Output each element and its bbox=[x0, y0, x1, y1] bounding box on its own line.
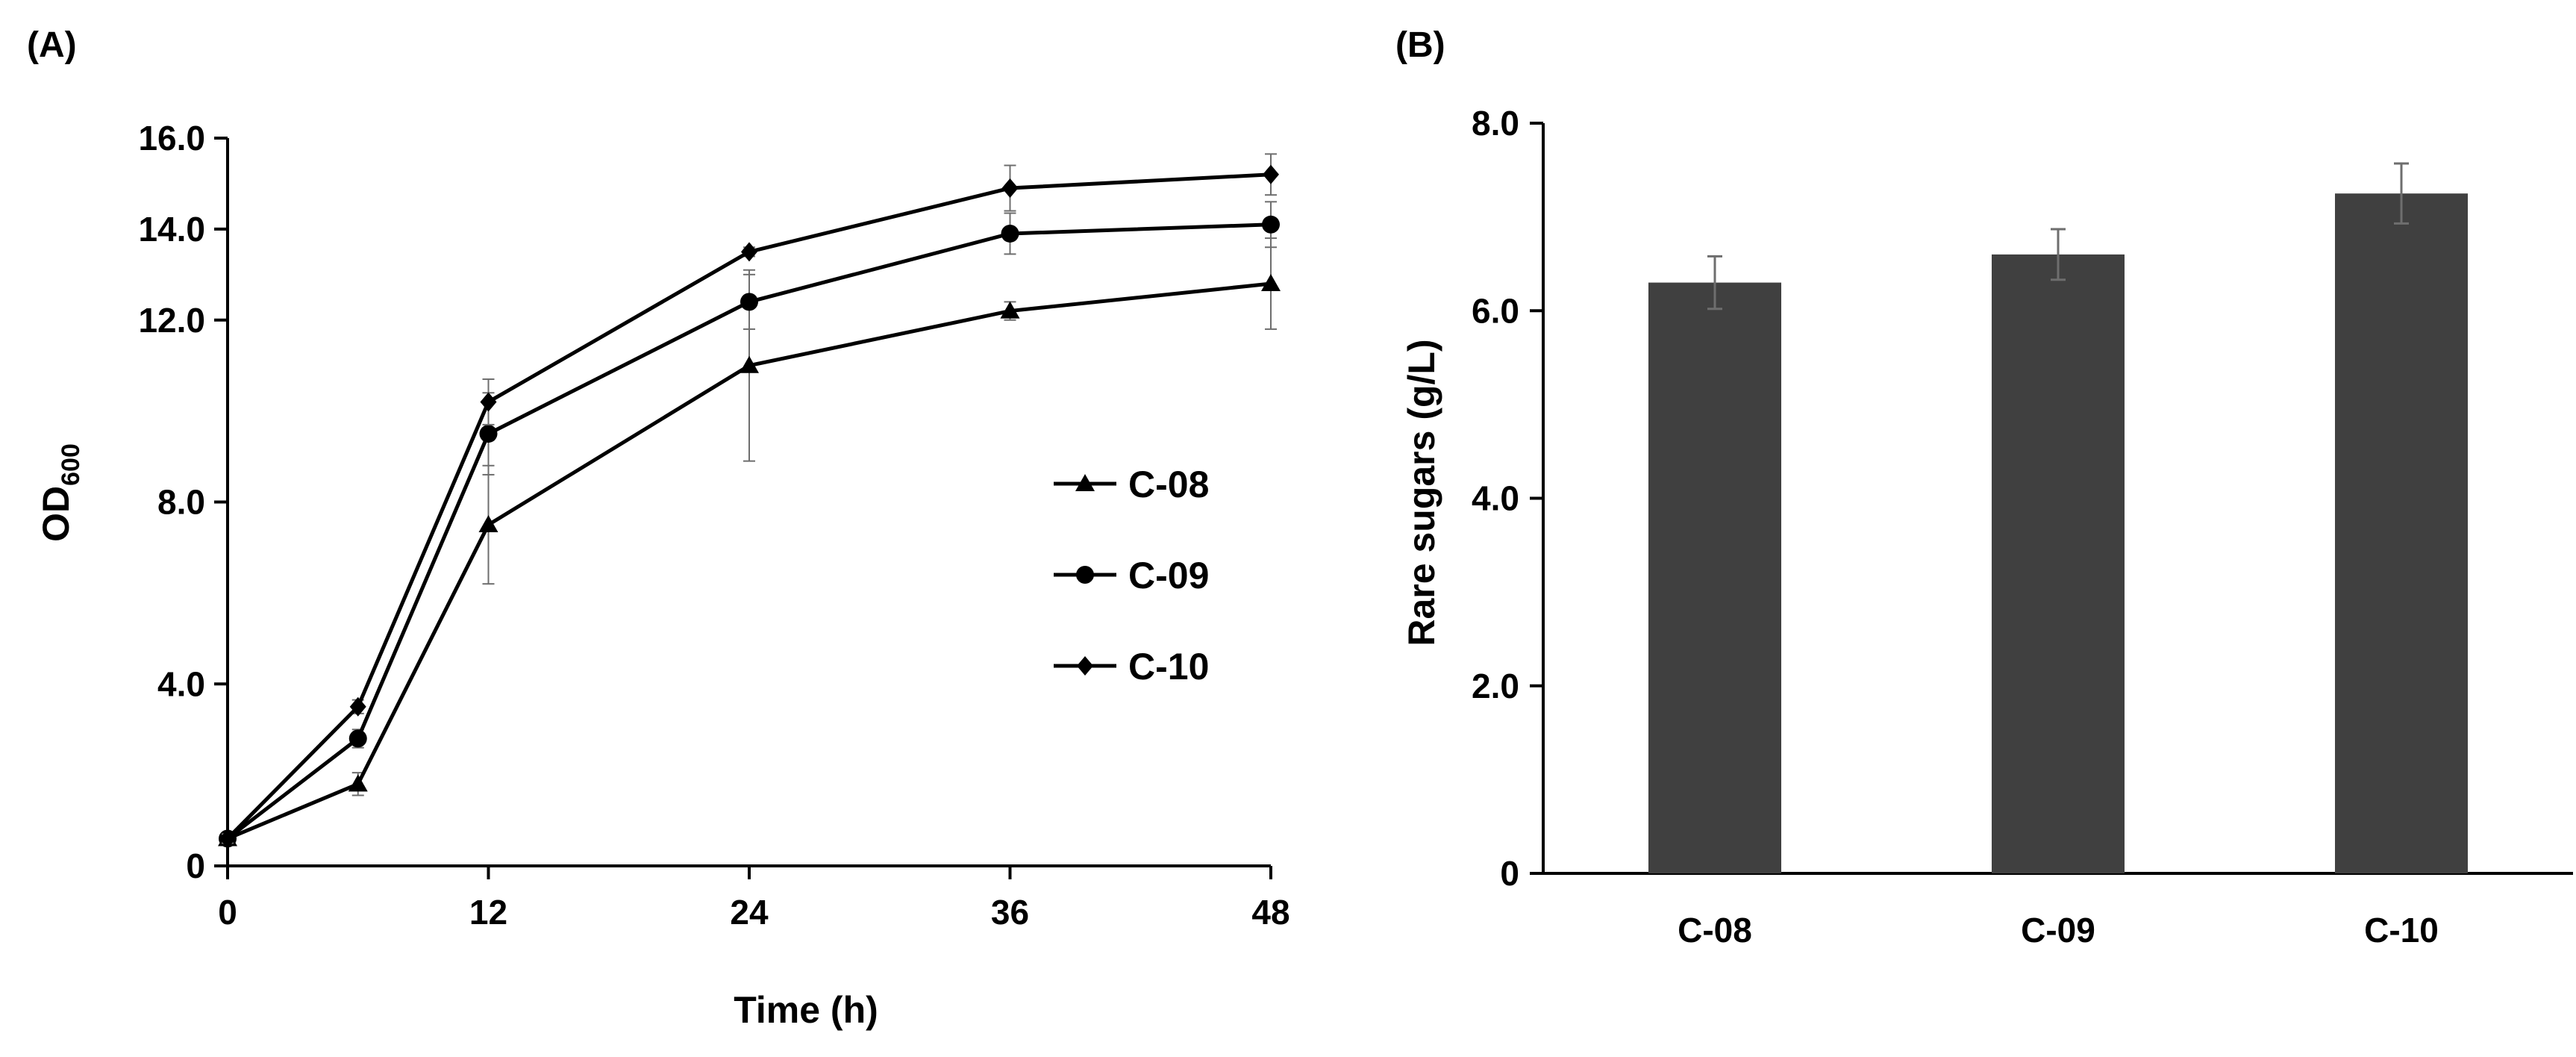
data-point-c-10 bbox=[1263, 164, 1279, 184]
data-point-c-08 bbox=[478, 514, 498, 532]
bar-y-tick-label: 4.0 bbox=[1472, 479, 1519, 518]
bar-x-tick-label: C-08 bbox=[1678, 911, 1752, 950]
y-tick-label: 12.0 bbox=[138, 301, 205, 340]
data-point-c-10 bbox=[219, 829, 236, 849]
data-point-c-08 bbox=[1000, 301, 1020, 319]
y-tick-label: 8.0 bbox=[157, 483, 205, 522]
bar-y-tick-label: 8.0 bbox=[1472, 104, 1519, 143]
legend-marker-c-08 bbox=[1075, 474, 1095, 491]
y-tick-label: 4.0 bbox=[157, 664, 205, 703]
series-line-c-10 bbox=[226, 172, 1272, 841]
bar-c-08 bbox=[1648, 282, 1781, 873]
bar-x-tick-label: C-09 bbox=[2021, 911, 2095, 950]
data-point-c-10 bbox=[349, 696, 366, 717]
data-point-c-09 bbox=[479, 425, 498, 443]
legend-item-c-10: C-10 bbox=[1054, 646, 1209, 687]
series-line-c-09 bbox=[226, 222, 1272, 841]
bar-y-tick-label: 0 bbox=[1500, 854, 1519, 893]
x-tick-label: 36 bbox=[991, 893, 1029, 932]
series-c-10 bbox=[219, 153, 1279, 849]
y-axis-title-main: OD bbox=[35, 486, 77, 542]
bar-y-axis-title: Rare sugars (g/L) bbox=[1401, 339, 1442, 646]
legend-label: C-08 bbox=[1128, 464, 1209, 505]
y-axis-title: OD600 bbox=[35, 443, 85, 542]
panel-b-label: (B) bbox=[1395, 25, 1445, 65]
panel-b-bar-chart: (B) 0 2.0 4.0 6.0 8.0 C-08 C-09 C-10 Rare sugar… bbox=[1395, 25, 2573, 950]
legend-marker-c-10 bbox=[1077, 656, 1093, 676]
x-axis-title: Time (h) bbox=[734, 989, 878, 1031]
legend-item-c-09: C-09 bbox=[1054, 555, 1209, 596]
x-tick-label: 12 bbox=[469, 893, 507, 932]
legend: C-08 C-09 C-10 bbox=[1054, 464, 1209, 687]
y-axis-title-subscript: 600 bbox=[57, 443, 85, 486]
data-point-c-09 bbox=[1001, 224, 1019, 243]
data-point-c-09 bbox=[348, 729, 367, 748]
data-point-c-10 bbox=[741, 242, 757, 262]
panel-a-label: (A) bbox=[27, 25, 77, 65]
series-line-c-08 bbox=[227, 281, 1272, 841]
x-tick-label: 24 bbox=[730, 893, 769, 932]
y-tick-label: 14.0 bbox=[138, 210, 205, 249]
y-tick-label: 16.0 bbox=[138, 119, 205, 158]
bar-x-tick-label: C-10 bbox=[2364, 911, 2439, 950]
y-tick-label: 0 bbox=[186, 846, 205, 885]
data-point-c-08 bbox=[348, 774, 368, 792]
bar-y-tick-label: 6.0 bbox=[1472, 291, 1519, 330]
data-point-c-08 bbox=[740, 355, 759, 373]
bar-c-09 bbox=[1992, 254, 2125, 873]
legend-label: C-09 bbox=[1128, 555, 1209, 596]
bar-c-10 bbox=[2335, 193, 2468, 873]
data-point-c-10 bbox=[1001, 178, 1019, 199]
data-point-c-09 bbox=[1262, 215, 1280, 234]
x-tick-label: 0 bbox=[218, 893, 237, 932]
data-point-c-10 bbox=[480, 392, 497, 412]
legend-label: C-10 bbox=[1128, 646, 1209, 687]
legend-marker-c-09 bbox=[1076, 566, 1094, 584]
data-point-c-09 bbox=[740, 293, 758, 311]
legend-item-c-08: C-08 bbox=[1054, 464, 1209, 505]
x-tick-label: 48 bbox=[1251, 893, 1289, 932]
panel-a-line-chart: (A) 0 4.0 8.0 12.0 14.0 16.0 0 12 24 36 48 Time (h… bbox=[27, 25, 1290, 1031]
data-point-c-08 bbox=[1261, 274, 1281, 291]
bar-y-tick-label: 2.0 bbox=[1472, 667, 1519, 705]
